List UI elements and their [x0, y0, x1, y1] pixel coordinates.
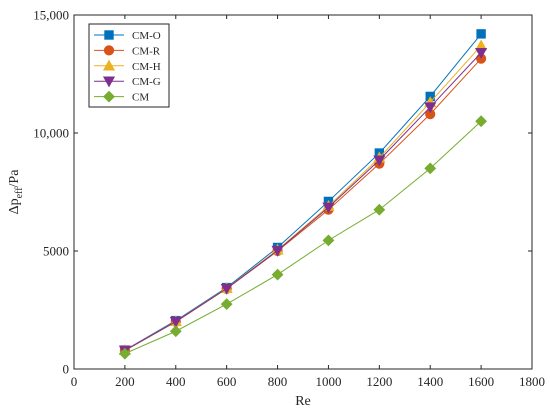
legend-item: CM: [94, 90, 149, 104]
series-line: [124, 120, 482, 355]
legend-item: CM-O: [94, 30, 161, 42]
x-tick-label: 0: [71, 374, 78, 389]
legend-item: CM-H: [94, 59, 161, 73]
series-line: [124, 52, 482, 351]
y-axis-title-unit: /Pa: [7, 169, 22, 188]
y-tick-label: 5000: [43, 244, 69, 259]
data-point: [169, 325, 182, 338]
series-line: [124, 33, 482, 351]
series-cm: [118, 115, 488, 360]
data-point: [475, 48, 488, 59]
data-point: [322, 234, 335, 247]
series-layer: [118, 29, 488, 360]
axes: 0 200 400 600 800 1000 1200 1400 1600 1800 0 5000 10…: [33, 8, 545, 390]
legend: CM-O CM-R CM-H CM-G CM: [88, 23, 170, 108]
data-point: [424, 102, 437, 114]
data-point: [220, 298, 233, 311]
x-tick-label: 600: [217, 374, 237, 389]
x-tick-label: 1400: [417, 374, 443, 389]
data-point: [373, 203, 386, 216]
x-tick-label: 400: [166, 374, 186, 389]
data-point: [118, 347, 131, 360]
legend-marker: [102, 59, 116, 71]
y-axis-title: Δpeff/Pa: [7, 169, 25, 215]
legend-label: CM-O: [132, 30, 161, 42]
y-tick-label: 10,000: [33, 126, 69, 141]
x-tick-label: 800: [268, 374, 288, 389]
legend-item: CM-R: [94, 45, 161, 57]
data-point: [424, 162, 437, 175]
data-point: [476, 29, 486, 39]
x-tick-label: 1200: [366, 374, 392, 389]
legend-marker: [103, 45, 115, 56]
legend-marker: [103, 90, 115, 103]
legend-label: CM-G: [132, 76, 161, 88]
x-tick-label: 1000: [315, 374, 341, 389]
data-point: [373, 155, 386, 167]
legend-item: CM-G: [94, 76, 161, 88]
x-tick-label: 1800: [519, 374, 545, 389]
data-point: [271, 245, 284, 257]
y-tick-label: 15,000: [33, 8, 69, 23]
x-tick-label: 200: [115, 374, 135, 389]
data-point: [475, 115, 488, 128]
data-point: [322, 202, 335, 214]
y-axis-title-subscript: eff: [14, 187, 25, 199]
x-axis-title: Re: [295, 394, 311, 409]
data-point: [169, 316, 182, 328]
y-tick-label: 0: [63, 362, 70, 377]
data-point: [220, 283, 233, 295]
y-axis-title-main: Δp: [7, 198, 22, 214]
legend-label: CM-R: [132, 45, 161, 57]
series-cm-g: [118, 48, 488, 357]
legend-label: CM-H: [132, 61, 161, 73]
legend-marker: [102, 76, 116, 88]
legend-label: CM: [132, 92, 149, 104]
x-tick-label: 1600: [468, 374, 494, 389]
legend-marker: [104, 30, 114, 40]
data-point: [271, 268, 284, 281]
